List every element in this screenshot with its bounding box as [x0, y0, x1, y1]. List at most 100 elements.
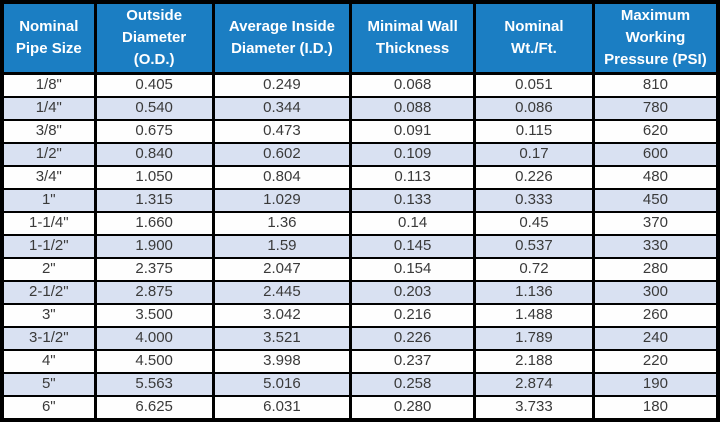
table-cell: 1.900 — [93, 234, 215, 259]
table-cell: 180 — [591, 395, 720, 421]
table-cell: 0.216 — [349, 303, 477, 328]
header-nominal-pipe-size: Nominal Pipe Size — [0, 1, 97, 75]
table-cell: 600 — [591, 142, 720, 167]
table-cell: 300 — [591, 280, 720, 305]
table-row: 4" 4.500 3.998 0.237 2.188 220 — [0, 349, 720, 374]
table-cell: 3.500 — [93, 303, 215, 328]
table-cell: 6" — [0, 395, 97, 421]
table-cell: 370 — [591, 211, 720, 236]
table-cell: 0.280 — [349, 395, 477, 421]
table-cell: 480 — [591, 165, 720, 190]
table-row: 6" 6.625 6.031 0.280 3.733 180 — [0, 395, 720, 421]
table-cell: 0.344 — [211, 96, 353, 121]
table-cell: 0.602 — [211, 142, 353, 167]
table-cell: 3.733 — [473, 395, 595, 421]
table-row: 1-1/4" 1.660 1.36 0.14 0.45 370 — [0, 211, 720, 236]
table-cell: 1.029 — [211, 188, 353, 213]
table-cell: 1.488 — [473, 303, 595, 328]
table-cell: 0.133 — [349, 188, 477, 213]
table-cell: 6.031 — [211, 395, 353, 421]
table-cell: 330 — [591, 234, 720, 259]
table-cell: 3.521 — [211, 326, 353, 351]
table-cell: 260 — [591, 303, 720, 328]
table-cell: 2.047 — [211, 257, 353, 282]
table-cell: 0.051 — [473, 72, 595, 98]
table-cell: 0.203 — [349, 280, 477, 305]
table-cell: 1.36 — [211, 211, 353, 236]
table-cell: 2.188 — [473, 349, 595, 374]
table-body: 1/8" 0.405 0.249 0.068 0.051 810 1/4" 0.540 0.34… — [0, 72, 720, 421]
table-cell: 1.136 — [473, 280, 595, 305]
table-cell: 5.563 — [93, 372, 215, 397]
table-cell: 3-1/2" — [0, 326, 97, 351]
table-row: 1" 1.315 1.029 0.133 0.333 450 — [0, 188, 720, 213]
table-cell: 0.091 — [349, 119, 477, 144]
table-cell: 0.72 — [473, 257, 595, 282]
table-cell: 4.500 — [93, 349, 215, 374]
table-cell: 4.000 — [93, 326, 215, 351]
table-cell: 0.17 — [473, 142, 595, 167]
table-row: 1/2" 0.840 0.602 0.109 0.17 600 — [0, 142, 720, 167]
table-cell: 0.333 — [473, 188, 595, 213]
table-cell: 5" — [0, 372, 97, 397]
table-cell: 0.113 — [349, 165, 477, 190]
table-cell: 0.249 — [211, 72, 353, 98]
table-cell: 0.540 — [93, 96, 215, 121]
table-cell: 1.59 — [211, 234, 353, 259]
table-cell: 2.874 — [473, 372, 595, 397]
table-cell: 780 — [591, 96, 720, 121]
table-cell: 2-1/2" — [0, 280, 97, 305]
table-cell: 2.445 — [211, 280, 353, 305]
table-cell: 620 — [591, 119, 720, 144]
table-cell: 3/4" — [0, 165, 97, 190]
table-cell: 810 — [591, 72, 720, 98]
table-cell: 5.016 — [211, 372, 353, 397]
table-cell: 0.14 — [349, 211, 477, 236]
table-cell: 0.226 — [349, 326, 477, 351]
table-cell: 220 — [591, 349, 720, 374]
table-cell: 2" — [0, 257, 97, 282]
table-cell: 4" — [0, 349, 97, 374]
table-cell: 0.405 — [93, 72, 215, 98]
table-row: 1-1/2" 1.900 1.59 0.145 0.537 330 — [0, 234, 720, 259]
table-cell: 1.789 — [473, 326, 595, 351]
table-cell: 0.537 — [473, 234, 595, 259]
table-row: 1/4" 0.540 0.344 0.088 0.086 780 — [0, 96, 720, 121]
table-cell: 1" — [0, 188, 97, 213]
table-cell: 0.473 — [211, 119, 353, 144]
header-row: Nominal Pipe Size Outside Diameter (O.D.… — [0, 1, 720, 75]
table-cell: 190 — [591, 372, 720, 397]
table-cell: 0.840 — [93, 142, 215, 167]
table-row: 5" 5.563 5.016 0.258 2.874 190 — [0, 372, 720, 397]
table-cell: 1/4" — [0, 96, 97, 121]
header-outside-diameter: Outside Diameter (O.D.) — [93, 1, 215, 75]
table-cell: 0.154 — [349, 257, 477, 282]
table-cell: 1/2" — [0, 142, 97, 167]
table-row: 3/4" 1.050 0.804 0.113 0.226 480 — [0, 165, 720, 190]
header-max-working-pressure: Maximum Working Pressure (PSI) — [591, 1, 720, 75]
table-row: 2" 2.375 2.047 0.154 0.72 280 — [0, 257, 720, 282]
table-row: 3/8" 0.675 0.473 0.091 0.115 620 — [0, 119, 720, 144]
table-row: 3-1/2" 4.000 3.521 0.226 1.789 240 — [0, 326, 720, 351]
table-row: 2-1/2" 2.875 2.445 0.203 1.136 300 — [0, 280, 720, 305]
header-minimal-wall-thickness: Minimal Wall Thickness — [349, 1, 477, 75]
table-cell: 0.088 — [349, 96, 477, 121]
table-cell: 0.226 — [473, 165, 595, 190]
table-cell: 280 — [591, 257, 720, 282]
table-header: Nominal Pipe Size Outside Diameter (O.D.… — [0, 1, 720, 75]
table-cell: 0.145 — [349, 234, 477, 259]
table-cell: 0.086 — [473, 96, 595, 121]
table-cell: 3.998 — [211, 349, 353, 374]
table-row: 3" 3.500 3.042 0.216 1.488 260 — [0, 303, 720, 328]
table-cell: 1-1/4" — [0, 211, 97, 236]
table-cell: 240 — [591, 326, 720, 351]
table-cell: 1-1/2" — [0, 234, 97, 259]
table-cell: 2.875 — [93, 280, 215, 305]
table-cell: 1.050 — [93, 165, 215, 190]
table-cell: 1/8" — [0, 72, 97, 98]
table-cell: 0.675 — [93, 119, 215, 144]
table-cell: 0.237 — [349, 349, 477, 374]
table-cell: 3" — [0, 303, 97, 328]
